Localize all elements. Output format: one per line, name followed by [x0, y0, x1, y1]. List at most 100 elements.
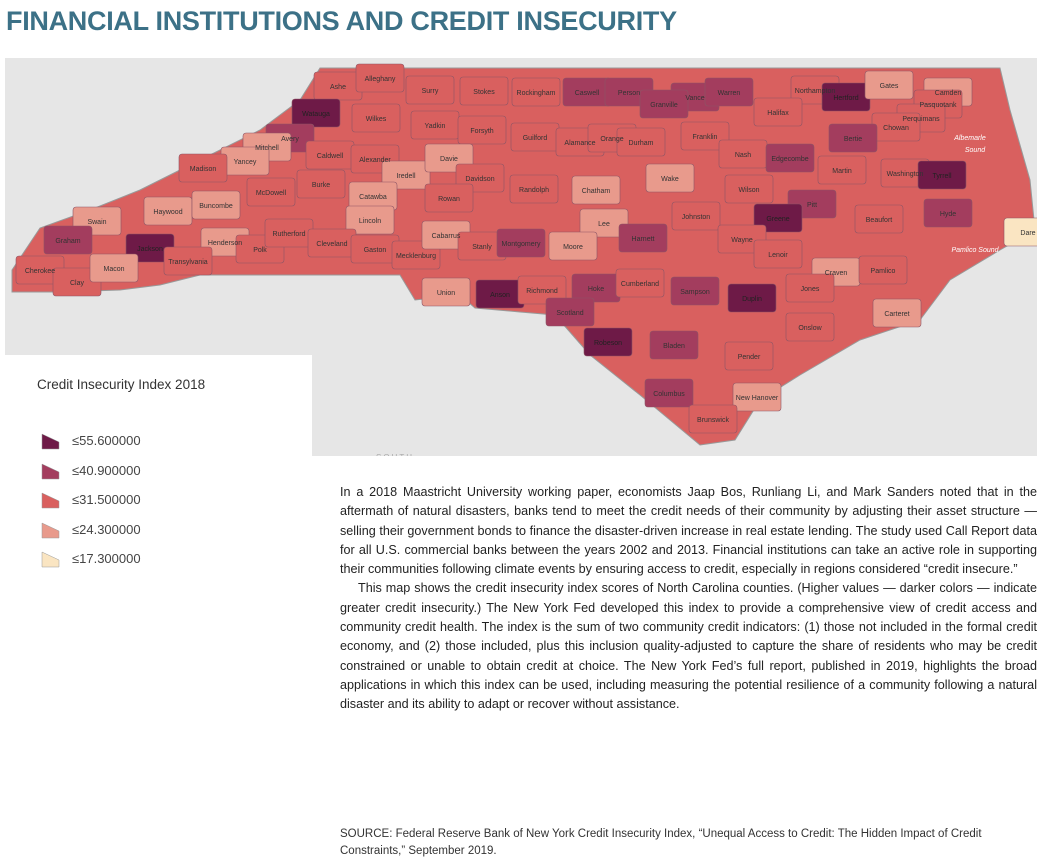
county-label: Cumberland	[621, 281, 659, 288]
legend-swatch-box	[41, 551, 60, 568]
county	[864, 70, 914, 100]
county	[459, 76, 509, 106]
county-label: Vance	[685, 95, 704, 102]
county-label: Rockingham	[517, 90, 556, 97]
county-label: Watauga	[302, 111, 330, 118]
county-label: Dare	[1020, 230, 1035, 237]
county	[724, 341, 774, 371]
county	[753, 239, 803, 269]
county-label: Craven	[825, 270, 848, 277]
county	[345, 205, 395, 235]
water-label: Sound	[965, 147, 986, 154]
county	[351, 103, 401, 133]
map: Ashe Alleghany Surry Stokes Rockingham Caswel…	[5, 58, 1037, 456]
county	[644, 378, 694, 408]
county-label: Harnett	[632, 236, 655, 243]
county-label: Richmond	[526, 288, 558, 295]
county	[680, 121, 730, 151]
county	[615, 268, 665, 298]
county-label: Warren	[718, 90, 741, 97]
county-label: Stokes	[473, 89, 495, 96]
legend-title: Credit Insecurity Index 2018	[37, 377, 206, 392]
county-label: Cherokee	[25, 268, 55, 275]
county	[545, 297, 595, 327]
county-label: Clay	[70, 280, 85, 287]
county-label: Surry	[422, 88, 439, 95]
county-label: Person	[618, 90, 640, 97]
county	[355, 63, 405, 93]
county-label: Henderson	[208, 240, 242, 247]
county-label: Alamance	[564, 140, 595, 147]
county-label: Catawba	[359, 194, 387, 201]
county-label: Martin	[832, 168, 852, 175]
county-label: Pitt	[807, 202, 817, 209]
county	[872, 298, 922, 328]
county-label: Buncombe	[199, 203, 233, 210]
county	[724, 174, 774, 204]
county	[579, 208, 629, 238]
county-label: Johnston	[682, 214, 711, 221]
county	[616, 127, 666, 157]
county	[671, 201, 721, 231]
county-label: Rowan	[438, 196, 460, 203]
county-label: Swain	[87, 219, 106, 226]
county	[43, 225, 93, 255]
county	[571, 175, 621, 205]
legend-swatch-box	[41, 522, 60, 539]
county	[645, 163, 695, 193]
legend-swatch	[41, 463, 60, 479]
county-label: Alexander	[359, 157, 391, 164]
county	[89, 253, 139, 283]
legend-swatch-box	[41, 463, 60, 479]
legend-label: ≤40.900000	[72, 462, 141, 478]
county-label: Halifax	[767, 110, 789, 117]
county	[753, 203, 803, 233]
county	[424, 183, 474, 213]
county-label: Guilford	[523, 135, 548, 142]
county-label: Rutherford	[272, 231, 305, 238]
county-label: Hertford	[833, 95, 858, 102]
county-label: Orange	[600, 136, 623, 143]
county	[163, 246, 213, 276]
county-label: Brunswick	[697, 417, 729, 424]
county-label: Montgomery	[502, 241, 541, 248]
paragraph: In a 2018 Maastricht University working …	[340, 485, 1037, 577]
county	[618, 223, 668, 253]
county-label: Madison	[190, 166, 217, 173]
county-label: Franklin	[693, 134, 718, 141]
county-label: Hoke	[588, 286, 604, 293]
county-label: Pamlico	[871, 268, 896, 275]
county	[670, 276, 720, 306]
county	[548, 231, 598, 261]
county	[191, 190, 241, 220]
county-label: Edgecombe	[771, 156, 808, 163]
county-label: Lincoln	[359, 218, 381, 225]
county-label: Camden	[935, 90, 962, 97]
county	[732, 382, 782, 412]
county-label: Pender	[738, 354, 761, 361]
county-label: Perquimans	[902, 116, 940, 123]
county	[583, 327, 633, 357]
county-label: Jackson	[137, 246, 163, 253]
county-label: Stanly	[472, 244, 492, 251]
county-label: Sampson	[680, 289, 710, 296]
county-label: Graham	[55, 238, 80, 245]
legend-swatch	[41, 433, 60, 450]
county-label: Robeson	[594, 340, 622, 347]
counties	[15, 63, 1037, 434]
county-label: Union	[437, 290, 455, 297]
county-label: Cabarrus	[432, 233, 461, 240]
county-label: Onslow	[798, 325, 822, 332]
county-label: Iredell	[396, 173, 416, 180]
county-label: Washington	[887, 171, 924, 178]
legend-label: ≤31.500000	[72, 492, 141, 508]
county-label: Forsyth	[470, 128, 493, 135]
county-label: Duplin	[742, 296, 762, 303]
water-label: Pamlico Sound	[951, 247, 999, 254]
county	[688, 404, 738, 434]
county-label: Yadkin	[425, 123, 446, 130]
county-label: Greene	[766, 216, 789, 223]
county-label: Gates	[880, 83, 899, 90]
county	[517, 275, 567, 305]
